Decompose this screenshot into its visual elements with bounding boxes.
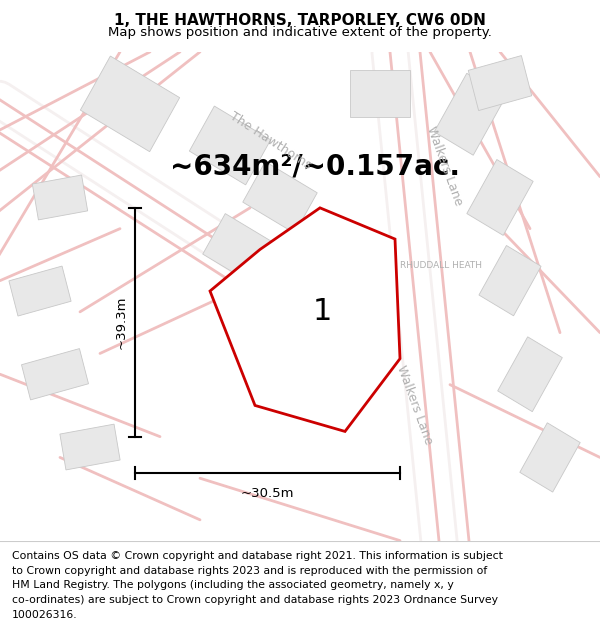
- Text: ~634m²/~0.157ac.: ~634m²/~0.157ac.: [170, 152, 460, 180]
- Text: ~39.3m: ~39.3m: [115, 296, 128, 349]
- Polygon shape: [210, 208, 400, 431]
- Polygon shape: [275, 227, 344, 293]
- Text: RHUDDALL HEATH: RHUDDALL HEATH: [400, 261, 482, 269]
- Polygon shape: [243, 162, 317, 233]
- Polygon shape: [468, 56, 532, 111]
- Polygon shape: [520, 422, 580, 492]
- Polygon shape: [9, 266, 71, 316]
- Text: Contains OS data © Crown copyright and database right 2021. This information is : Contains OS data © Crown copyright and d…: [12, 551, 503, 561]
- Text: The Hawthorns: The Hawthorns: [227, 109, 313, 171]
- Text: HM Land Registry. The polygons (including the associated geometry, namely x, y: HM Land Registry. The polygons (includin…: [12, 580, 454, 590]
- Text: to Crown copyright and database rights 2023 and is reproduced with the permissio: to Crown copyright and database rights 2…: [12, 566, 487, 576]
- Polygon shape: [80, 56, 179, 152]
- Text: Walkers Lane: Walkers Lane: [395, 364, 436, 447]
- Text: 1, THE HAWTHORNS, TARPORLEY, CW6 0DN: 1, THE HAWTHORNS, TARPORLEY, CW6 0DN: [114, 13, 486, 28]
- Polygon shape: [190, 106, 271, 185]
- Text: Walkers Lane: Walkers Lane: [425, 125, 466, 208]
- Text: Map shows position and indicative extent of the property.: Map shows position and indicative extent…: [108, 26, 492, 39]
- Text: co-ordinates) are subject to Crown copyright and database rights 2023 Ordnance S: co-ordinates) are subject to Crown copyr…: [12, 595, 498, 605]
- Text: 100026316.: 100026316.: [12, 610, 77, 620]
- Polygon shape: [22, 349, 89, 400]
- Polygon shape: [350, 70, 410, 117]
- Text: ~30.5m: ~30.5m: [241, 488, 294, 501]
- Polygon shape: [203, 214, 277, 286]
- Polygon shape: [269, 308, 331, 368]
- Polygon shape: [497, 337, 562, 412]
- Polygon shape: [434, 73, 506, 155]
- Polygon shape: [60, 424, 120, 470]
- Polygon shape: [32, 175, 88, 220]
- Polygon shape: [479, 246, 541, 316]
- Polygon shape: [467, 159, 533, 236]
- Text: 1: 1: [313, 298, 332, 326]
